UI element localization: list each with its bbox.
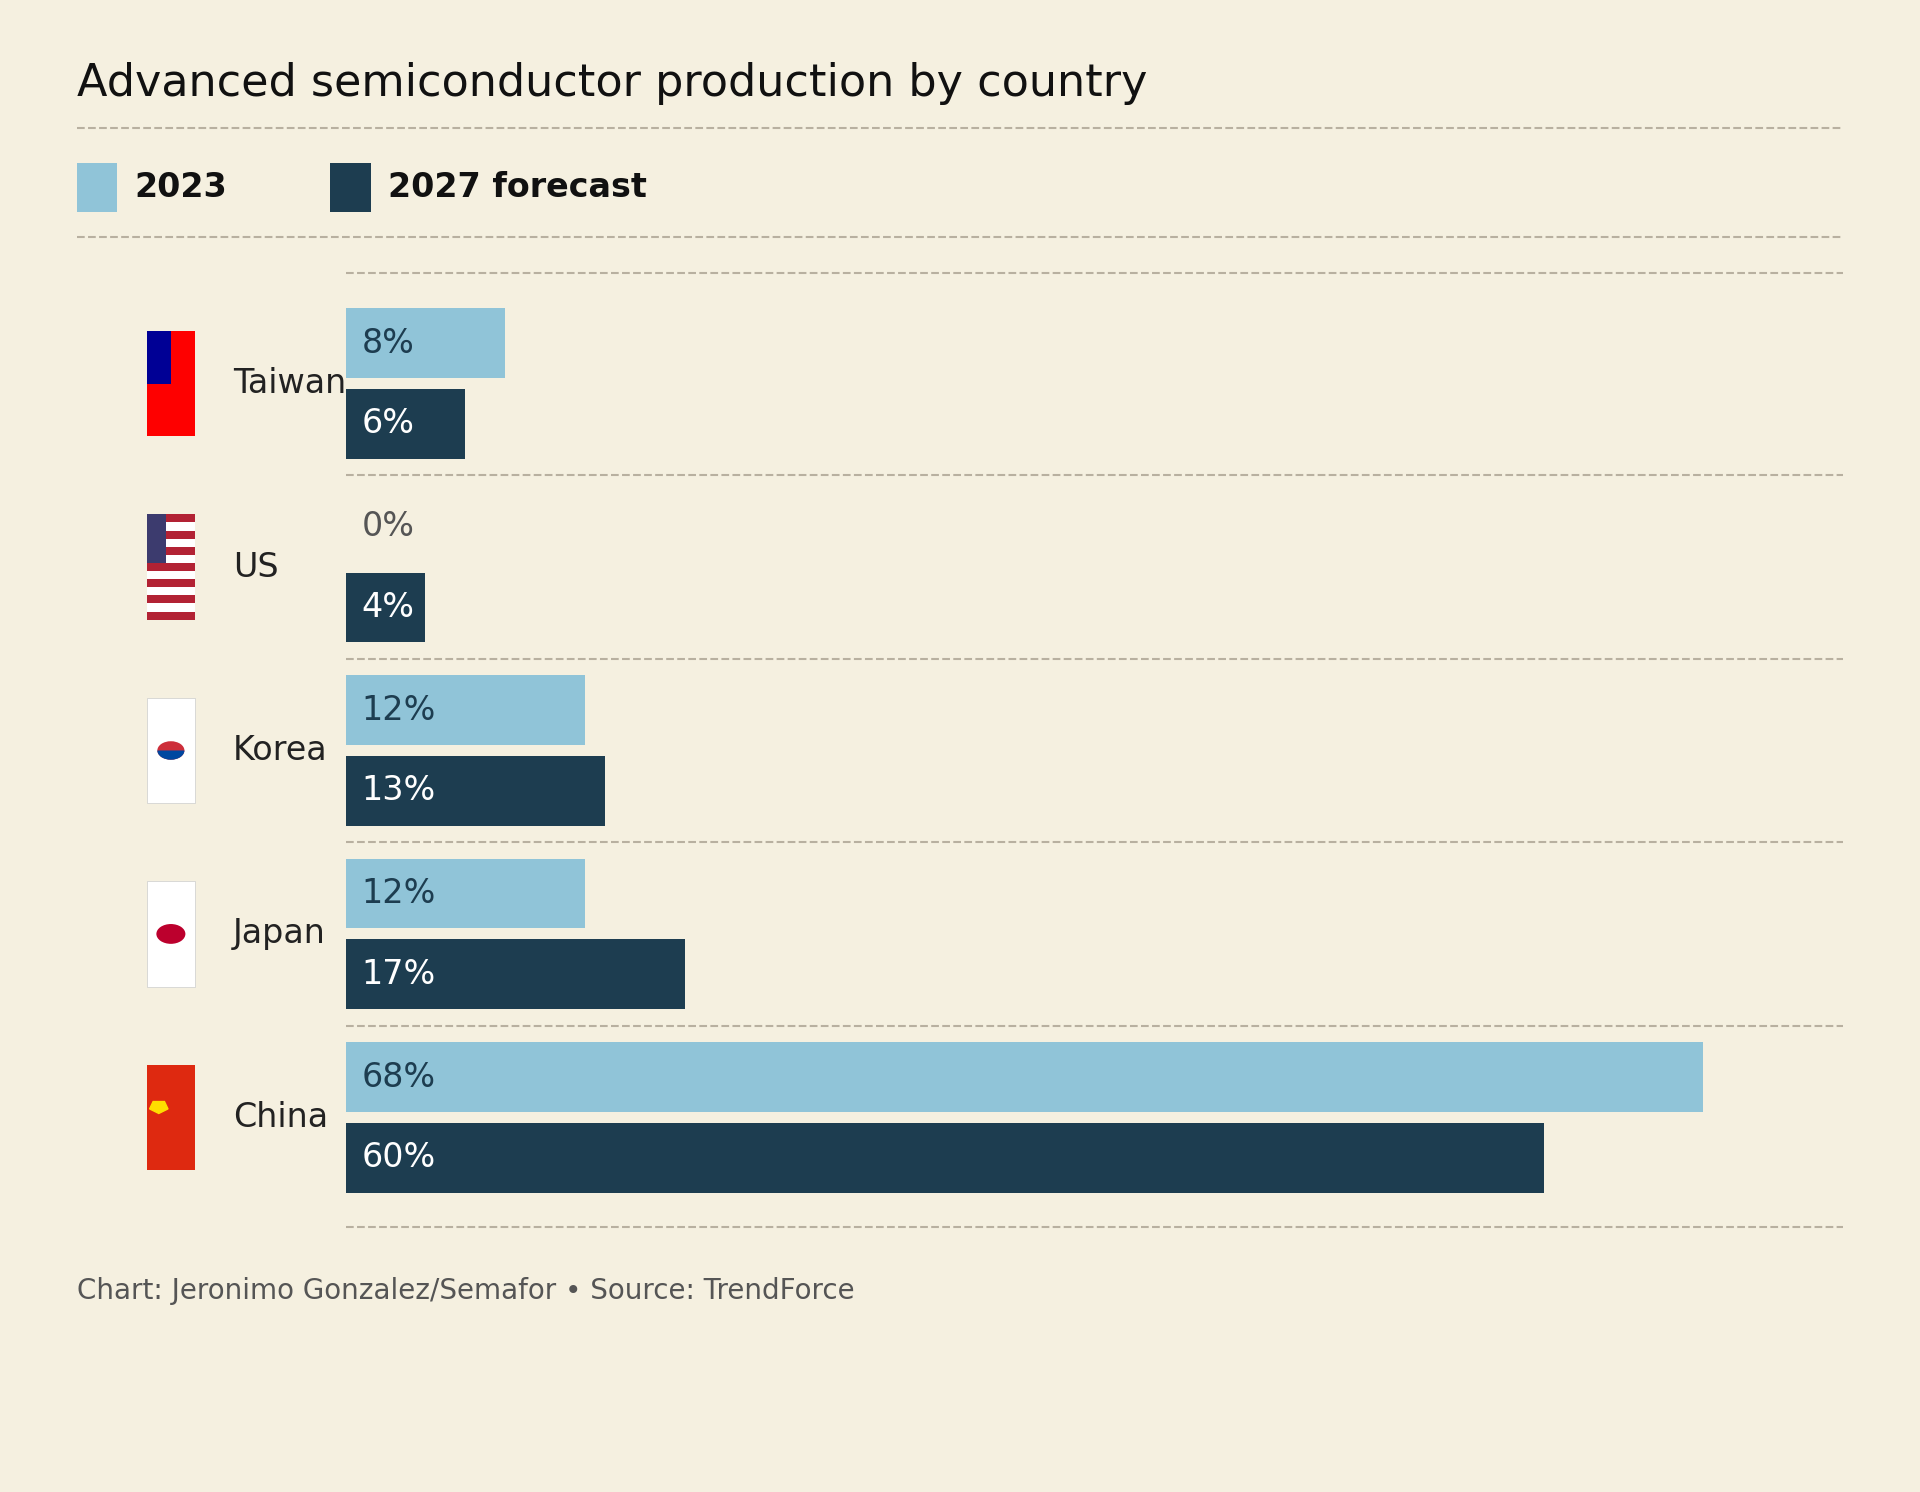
Text: 2023: 2023 — [134, 170, 227, 204]
Bar — [77, 163, 117, 212]
Bar — [346, 940, 685, 1009]
Bar — [146, 515, 196, 522]
Circle shape — [156, 924, 186, 944]
Bar — [346, 573, 426, 642]
Circle shape — [157, 742, 184, 759]
Bar — [146, 698, 196, 803]
Text: US: US — [232, 551, 278, 583]
Bar — [146, 595, 196, 603]
Polygon shape — [150, 1101, 167, 1113]
Text: 17%: 17% — [361, 958, 436, 991]
Bar — [346, 389, 465, 458]
Bar — [346, 676, 586, 745]
Bar — [330, 163, 371, 212]
Text: SEMAFOR: SEMAFOR — [121, 1374, 411, 1423]
Bar — [146, 603, 196, 612]
Text: 2027 forecast: 2027 forecast — [388, 170, 647, 204]
Text: 12%: 12% — [361, 877, 436, 910]
Bar — [146, 571, 196, 579]
Bar — [146, 546, 196, 555]
Text: 6%: 6% — [361, 407, 415, 440]
Bar — [146, 531, 196, 539]
Bar — [146, 555, 196, 562]
Text: 12%: 12% — [361, 694, 436, 727]
Text: 4%: 4% — [361, 591, 415, 624]
Text: 13%: 13% — [361, 774, 436, 807]
Text: 68%: 68% — [361, 1061, 436, 1094]
Bar — [146, 331, 196, 436]
Bar — [146, 579, 196, 588]
Text: Chart: Jeronimo Gonzalez/Semafor • Source: TrendForce: Chart: Jeronimo Gonzalez/Semafor • Sourc… — [77, 1277, 854, 1304]
Bar — [346, 756, 605, 825]
Wedge shape — [157, 750, 184, 759]
Text: Japan: Japan — [232, 918, 326, 950]
Bar — [146, 539, 196, 546]
Bar — [146, 522, 196, 531]
Bar — [346, 859, 586, 928]
Bar — [346, 309, 505, 377]
Bar — [146, 515, 165, 562]
Text: China: China — [232, 1101, 328, 1134]
Text: 0%: 0% — [361, 510, 415, 543]
Bar — [146, 1065, 196, 1170]
Bar — [146, 562, 196, 571]
Text: Taiwan: Taiwan — [232, 367, 346, 400]
Text: 60%: 60% — [361, 1141, 436, 1174]
Text: Korea: Korea — [232, 734, 326, 767]
Bar — [346, 1123, 1544, 1192]
Bar — [346, 1043, 1703, 1112]
Bar — [146, 612, 196, 619]
Text: Advanced semiconductor production by country: Advanced semiconductor production by cou… — [77, 63, 1148, 104]
Text: 8%: 8% — [361, 327, 415, 360]
Bar — [146, 331, 171, 383]
Bar — [146, 882, 196, 986]
Bar — [146, 588, 196, 595]
